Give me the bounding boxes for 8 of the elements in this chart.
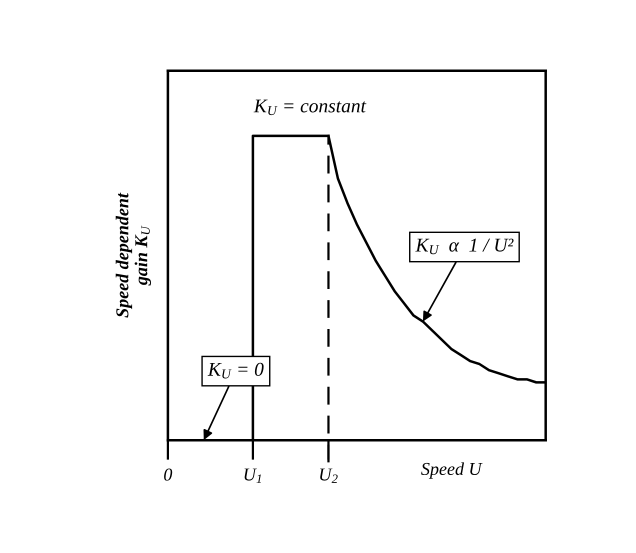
- annotation: K$_{U}$ α 1 / U²: [415, 238, 514, 254]
- x-axis-title: Speed U: [421, 462, 483, 479]
- annotation: K$_{U}$ = 0: [208, 362, 264, 378]
- text: K$_{U}$ = constant: [254, 100, 366, 116]
- x-tick-label: U$_{2}$: [320, 468, 338, 483]
- x-tick-label: 0: [164, 468, 172, 481]
- x-tick-label: U$_{1}$: [244, 468, 262, 483]
- y-axis-title: Speed dependent gain K$_{U}$: [116, 192, 151, 318]
